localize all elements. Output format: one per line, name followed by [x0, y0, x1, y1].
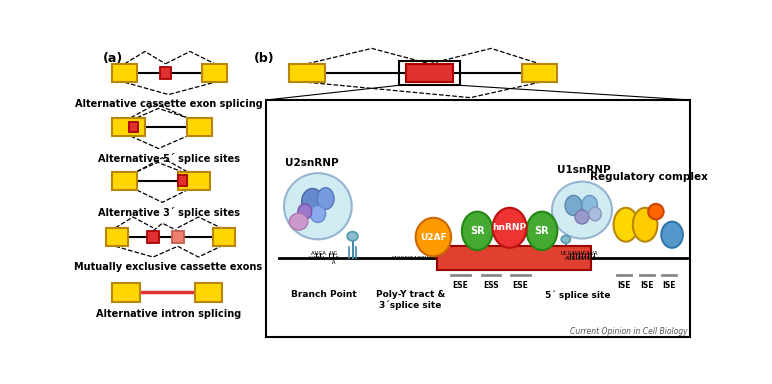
Bar	[178, 172, 210, 190]
Ellipse shape	[662, 222, 683, 248]
Ellipse shape	[565, 195, 582, 215]
Text: YYYYYCAGGU: YYYYYCAGGU	[391, 256, 429, 261]
Bar	[290, 64, 325, 82]
Text: ESE: ESE	[452, 281, 469, 290]
Bar	[522, 64, 557, 82]
Bar	[160, 67, 171, 79]
Text: U2AF: U2AF	[420, 233, 447, 242]
Ellipse shape	[298, 204, 312, 219]
Text: SR: SR	[470, 226, 485, 236]
Text: A: A	[313, 260, 335, 265]
Bar	[187, 118, 212, 136]
Ellipse shape	[648, 204, 664, 219]
Bar	[266, 100, 690, 337]
Ellipse shape	[589, 207, 601, 221]
Text: UACU  AC: UACU AC	[309, 256, 339, 261]
Text: Alternative intron splicing: Alternative intron splicing	[96, 310, 241, 319]
Text: U1snRNP: U1snRNP	[557, 166, 611, 175]
Text: SR: SR	[535, 226, 549, 236]
Bar	[129, 122, 138, 132]
Bar	[195, 283, 222, 302]
Text: Alternative 5´ splice sites: Alternative 5´ splice sites	[97, 153, 239, 164]
Text: AGGURAGU: AGGURAGU	[564, 256, 594, 261]
Bar	[406, 64, 452, 82]
Ellipse shape	[290, 213, 308, 230]
Text: (a): (a)	[103, 52, 124, 65]
Text: Alternative 3´ splice sites: Alternative 3´ splice sites	[97, 207, 239, 218]
Bar	[213, 228, 235, 246]
Bar	[202, 64, 227, 82]
Bar	[106, 228, 127, 246]
Ellipse shape	[633, 208, 658, 242]
Text: AUGA UG: AUGA UG	[311, 251, 337, 256]
Bar	[437, 245, 591, 270]
Bar	[398, 61, 460, 85]
Ellipse shape	[317, 188, 334, 209]
Ellipse shape	[462, 212, 493, 250]
Text: 5´ splice site: 5´ splice site	[545, 290, 611, 300]
Text: ESE: ESE	[513, 281, 528, 290]
Ellipse shape	[527, 212, 557, 250]
Text: Poly-Y tract &
3´splice site: Poly-Y tract & 3´splice site	[376, 290, 445, 310]
Ellipse shape	[493, 208, 527, 248]
Text: ISE: ISE	[618, 281, 631, 290]
Bar	[171, 231, 184, 243]
Text: UCCAUUCAUA: UCCAUUCAUA	[561, 251, 598, 256]
Bar	[112, 118, 144, 136]
Ellipse shape	[614, 208, 638, 242]
Text: Branch Point: Branch Point	[291, 290, 357, 299]
Ellipse shape	[310, 205, 326, 222]
Ellipse shape	[302, 189, 323, 215]
Ellipse shape	[575, 210, 589, 224]
Text: Regulatory complex: Regulatory complex	[590, 172, 708, 182]
Text: Alternative cassette exon splicing: Alternative cassette exon splicing	[75, 99, 262, 109]
Bar	[112, 64, 137, 82]
Text: ISE: ISE	[662, 281, 676, 290]
Text: U2snRNP: U2snRNP	[285, 158, 339, 168]
Ellipse shape	[552, 182, 612, 238]
Ellipse shape	[415, 218, 451, 256]
Bar	[112, 283, 140, 302]
Text: ISE: ISE	[640, 281, 653, 290]
Text: ESS: ESS	[483, 281, 499, 290]
Ellipse shape	[561, 235, 571, 243]
Ellipse shape	[347, 232, 358, 241]
Bar	[112, 172, 137, 190]
Ellipse shape	[284, 173, 352, 239]
Ellipse shape	[582, 195, 598, 214]
Text: (b): (b)	[254, 52, 275, 65]
Text: hnRNP: hnRNP	[493, 223, 527, 232]
Bar	[147, 231, 159, 243]
Text: Mutually exclusive cassette exons: Mutually exclusive cassette exons	[74, 262, 262, 272]
Bar	[178, 175, 187, 186]
Text: Current Opinion in Cell Biology: Current Opinion in Cell Biology	[570, 328, 688, 336]
